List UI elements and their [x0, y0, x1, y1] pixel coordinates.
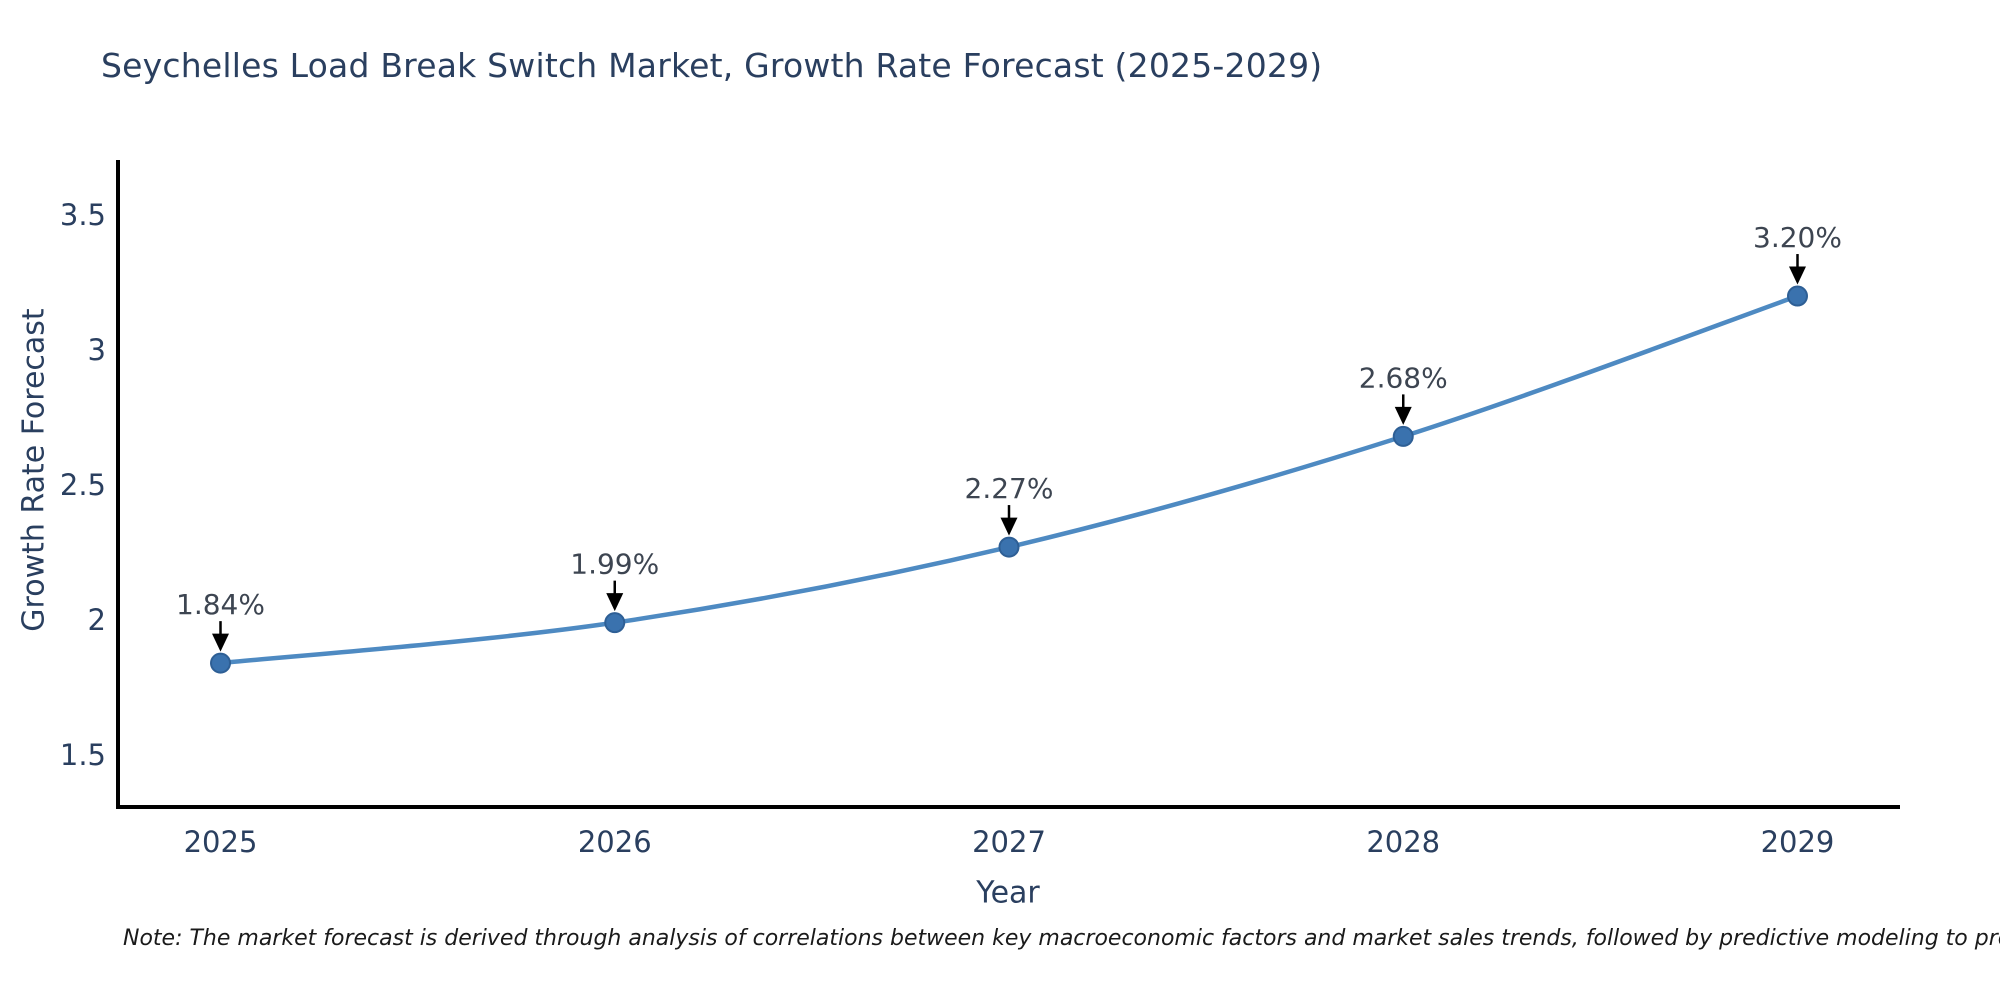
annotation-arrow-head [1788, 266, 1806, 285]
x-tick-label: 2029 [1761, 825, 1835, 859]
y-tick-label: 2.5 [60, 468, 106, 502]
data-point-marker[interactable] [604, 612, 626, 634]
point-label: 2.68% [1359, 361, 1448, 394]
y-tick-label: 2 [88, 603, 106, 637]
y-tick-label: 3 [88, 333, 106, 367]
y-tick-label: 3.5 [60, 198, 106, 232]
annotation-arrow-head [1000, 517, 1018, 536]
point-label: 1.84% [176, 588, 265, 621]
point-label: 3.20% [1753, 221, 1842, 254]
annotation-arrow-head [212, 633, 230, 652]
y-tick-label: 1.5 [60, 738, 106, 772]
footnote: Note: The market forecast is derived thr… [123, 926, 2000, 951]
data-point-marker[interactable] [1786, 285, 1808, 307]
x-tick-label: 2028 [1366, 825, 1440, 859]
x-tick-label: 2025 [184, 825, 258, 859]
x-axis-title: Year [976, 875, 1040, 911]
annotation-arrow-head [1394, 406, 1412, 425]
point-label: 1.99% [570, 548, 659, 581]
point-label: 2.27% [965, 472, 1054, 505]
chart-title: Seychelles Load Break Switch Market, Gro… [101, 46, 1323, 85]
data-point-marker[interactable] [210, 652, 232, 674]
annotation-arrow-head [606, 593, 624, 612]
data-point-marker[interactable] [1392, 425, 1414, 447]
data-point-marker[interactable] [998, 536, 1020, 558]
x-tick-label: 2027 [972, 825, 1046, 859]
x-tick-label: 2026 [578, 825, 652, 859]
